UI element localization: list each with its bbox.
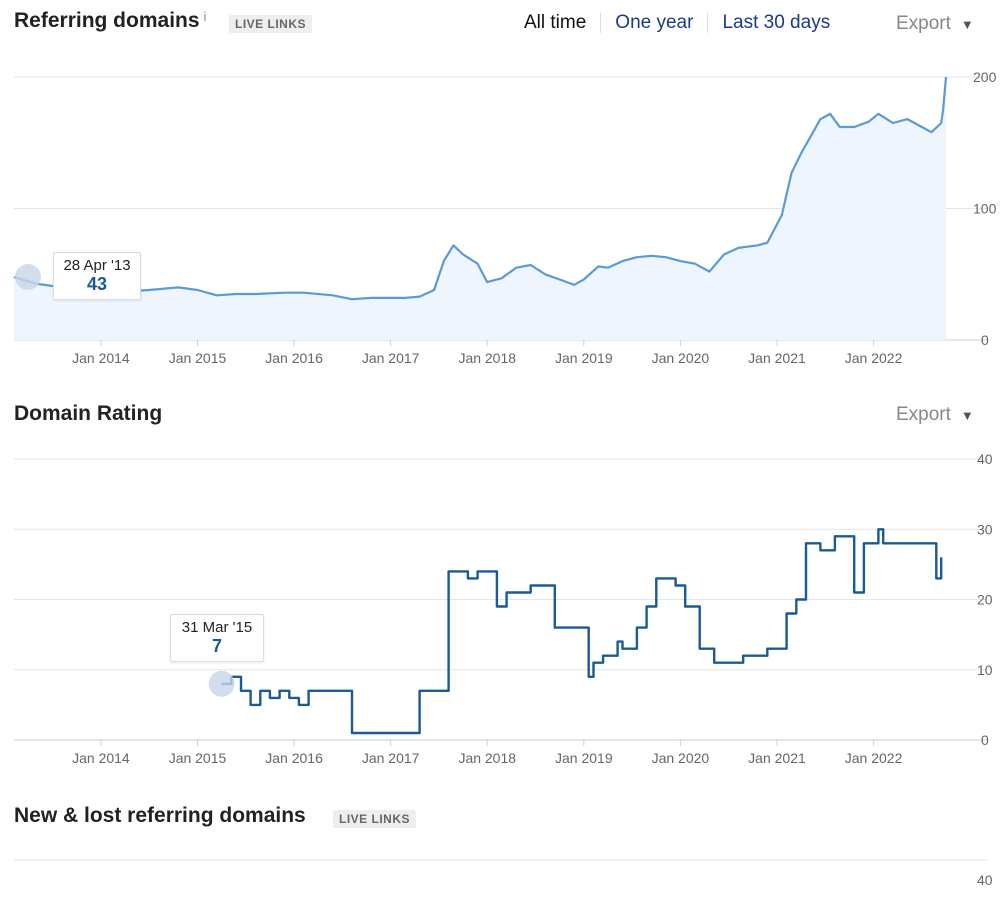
series-line [221,528,943,735]
new-lost-title: New & lost referring domains [14,804,306,827]
tab-one-year[interactable]: One year [615,12,694,33]
x-tick-label: Jan 2021 [748,350,806,366]
tooltip-value: 7 [211,636,222,656]
x-tick-label: Jan 2014 [72,750,130,766]
x-tick-label: Jan 2020 [652,750,710,766]
y-tick-label: 10 [977,662,993,678]
referring-tooltip: 28 Apr '13 43 [53,252,141,300]
x-tick-label: Jan 2014 [72,350,130,366]
y-tick-label: 0 [981,332,989,348]
x-tick-label: Jan 2016 [265,750,323,766]
x-tick-label: Jan 2018 [458,750,516,766]
hover-marker [208,670,235,697]
referring-domains-title: Referring domains i [14,9,207,32]
x-tick-label: Jan 2017 [362,750,420,766]
time-range-tabs: All time One year Last 30 days [510,12,844,34]
x-tick-label: Jan 2022 [845,750,903,766]
y-tick-label: 100 [973,201,997,217]
x-tick-label: Jan 2020 [652,350,710,366]
y-tick-label: 30 [977,521,993,537]
x-tick-label: Jan 2019 [555,750,613,766]
x-tick-label: Jan 2017 [362,350,420,366]
rating-tooltip: 31 Mar '15 7 [170,614,264,662]
x-tick-label: Jan 2021 [748,750,806,766]
tooltip-date: 31 Mar '15 [181,619,253,636]
domain-rating-chart[interactable]: 0 10 20 30 40 Jan 2014 Jan 2015 Jan 2016 Jan 201… [0,0,1000,800]
rating-export-button[interactable]: Export ▼ [896,404,974,425]
series-line [13,76,948,301]
tooltip-date: 28 Apr '13 [63,257,131,274]
tab-divider [707,13,709,33]
x-tick-label: Jan 2019 [555,350,613,366]
live-links-badge: LIVE LINKS [333,810,417,828]
x-tick-label: Jan 2015 [169,350,227,366]
hover-marker [15,263,41,290]
x-tick-label: Jan 2018 [458,350,516,366]
domain-rating-title: Domain Rating [14,402,163,425]
tooltip-value: 43 [86,274,108,294]
tab-divider [600,13,602,33]
info-icon[interactable]: i [203,9,207,24]
tab-all-time[interactable]: All time [524,12,587,33]
x-tick-label: Jan 2022 [845,350,903,366]
y-tick-label: 200 [973,69,997,85]
x-tick-label: Jan 2015 [169,750,227,766]
referring-export-button[interactable]: Export ▼ [896,13,974,34]
tab-last-30-days[interactable]: Last 30 days [722,12,831,33]
chevron-down-icon: ▼ [960,17,974,32]
x-tick-label: Jan 2016 [265,350,323,366]
y-tick-label: 0 [981,732,989,748]
area-fill [14,77,946,340]
chevron-down-icon: ▼ [960,408,974,423]
y-tick-label: 40 [977,451,993,467]
live-links-badge: LIVE LINKS [229,15,313,33]
y-tick-label: 40 [977,872,993,888]
y-tick-label: 20 [977,592,993,608]
referring-domains-chart[interactable]: 0 100 200 Jan 2014 Jan 2015 Jan 2016 Jan 2017 J… [0,0,1000,380]
